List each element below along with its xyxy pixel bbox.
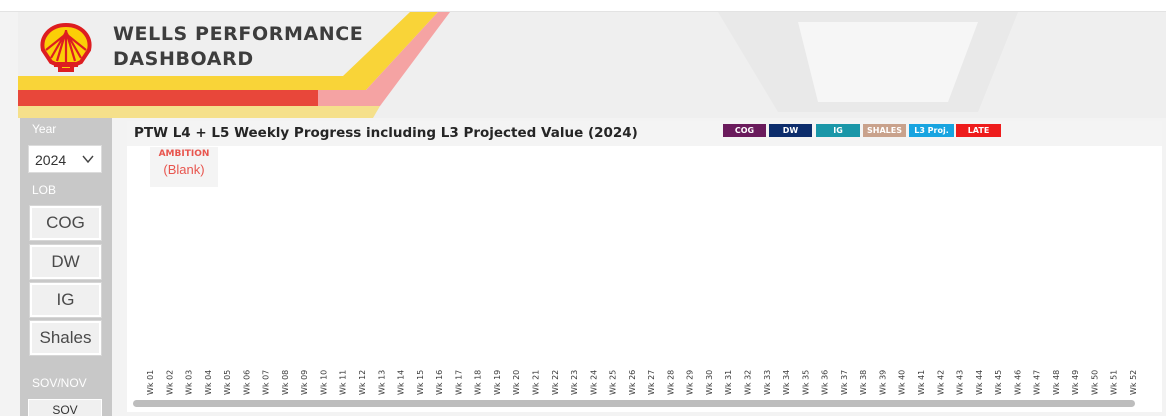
x-tick-label: Wk 28: [666, 370, 675, 395]
x-tick-label: Wk 07: [262, 370, 271, 395]
x-tick-label: Wk 44: [975, 370, 984, 395]
x-tick-label: Wk 14: [397, 370, 406, 395]
x-tick-label: Wk 19: [493, 370, 502, 395]
x-tick-label: Wk 06: [242, 370, 251, 395]
legend-l3-proj: L3 Proj.: [909, 124, 954, 137]
x-tick-label: Wk 37: [840, 370, 849, 395]
year-dropdown-value: 2024: [35, 152, 67, 168]
x-tick-label: Wk 22: [551, 370, 560, 395]
x-tick-label: Wk 35: [801, 370, 810, 395]
x-axis-tick-labels: Wk 01 Wk 02 Wk 03 Wk 04 Wk 05 Wk 06 Wk 07 Wk 08…: [146, 370, 1138, 395]
x-tick-label: Wk 24: [589, 370, 598, 395]
x-tick-label: Wk 16: [435, 370, 444, 395]
x-tick-label: Wk 02: [165, 370, 174, 395]
x-tick-label: Wk 17: [454, 370, 463, 395]
x-tick-label: Wk 50: [1091, 370, 1100, 395]
shell-logo: [38, 22, 94, 72]
title-line-2: DASHBOARD: [113, 48, 254, 70]
lob-button-dw[interactable]: DW: [29, 244, 102, 280]
x-tick-label: Wk 43: [956, 370, 965, 395]
x-tick-label: Wk 04: [204, 370, 213, 395]
weekly-progress-chart: PTW L4 + L5 Weekly Progress including L3…: [127, 121, 1162, 412]
x-tick-label: Wk 45: [994, 370, 1003, 395]
x-tick-label: Wk 29: [686, 370, 695, 395]
x-tick-label: Wk 31: [724, 370, 733, 395]
x-tick-label: Wk 38: [859, 370, 868, 395]
year-dropdown[interactable]: 2024: [28, 145, 102, 173]
x-tick-label: Wk 49: [1071, 370, 1080, 395]
x-tick-label: Wk 25: [609, 370, 618, 395]
x-tick-label: Wk 52: [1129, 370, 1138, 395]
lob-button-ig[interactable]: IG: [29, 282, 102, 318]
x-tick-label: Wk 05: [223, 370, 232, 395]
x-tick-label: Wk 34: [782, 370, 791, 395]
x-tick-label: Wk 33: [763, 370, 772, 395]
x-tick-label: Wk 23: [570, 370, 579, 395]
x-tick-label: Wk 39: [878, 370, 887, 395]
dashboard-header: WELLS PERFORMANCE DASHBOARD: [18, 12, 1166, 118]
x-tick-label: Wk 13: [377, 370, 386, 395]
x-tick-label: Wk 15: [416, 370, 425, 395]
legend-ig: IG: [816, 124, 860, 137]
x-tick-label: Wk 11: [339, 370, 348, 395]
chart-title: PTW L4 + L5 Weekly Progress including L3…: [134, 125, 638, 141]
header-background: [18, 12, 1018, 118]
lob-label: LOB: [32, 183, 57, 197]
x-tick-label: Wk 36: [821, 370, 830, 395]
x-tick-label: Wk 41: [917, 370, 926, 395]
ambition-label: AMBITION: [158, 149, 210, 159]
x-tick-label: Wk 47: [1033, 370, 1042, 395]
x-tick-label: Wk 20: [512, 370, 521, 395]
sov-nov-label: SOV/NOV: [32, 376, 87, 390]
dashboard-title: WELLS PERFORMANCE DASHBOARD: [113, 22, 363, 72]
x-tick-label: Wk 42: [936, 370, 945, 395]
x-tick-label: Wk 40: [898, 370, 907, 395]
legend-shales: SHALES: [863, 124, 906, 137]
legend-late: LATE: [956, 124, 1001, 137]
x-tick-label: Wk 18: [474, 370, 483, 395]
chart-header: PTW L4 + L5 Weekly Progress including L3…: [127, 121, 1162, 146]
legend-cog: COG: [723, 124, 766, 137]
x-tick-label: Wk 01: [146, 370, 155, 395]
title-line-1: WELLS PERFORMANCE: [113, 23, 364, 45]
x-tick-label: Wk 12: [358, 370, 367, 395]
x-tick-label: Wk 09: [300, 370, 309, 395]
chart-plot-area: Wk 01 Wk 02 Wk 03 Wk 04 Wk 05 Wk 06 Wk 07 Wk 08…: [146, 370, 1138, 395]
x-tick-label: Wk 03: [185, 370, 194, 395]
x-tick-label: Wk 32: [744, 370, 753, 395]
x-tick-label: Wk 27: [647, 370, 656, 395]
top-toolbar-strip: [0, 0, 1166, 12]
x-tick-label: Wk 51: [1110, 370, 1119, 395]
ambition-card: AMBITION (Blank): [150, 147, 218, 187]
sov-button[interactable]: SOV: [28, 399, 102, 416]
chevron-down-icon: [82, 155, 94, 164]
lob-button-shales[interactable]: Shales: [29, 320, 102, 356]
lob-button-cog[interactable]: COG: [29, 205, 102, 241]
x-tick-label: Wk 08: [281, 370, 290, 395]
x-tick-label: Wk 26: [628, 370, 637, 395]
ambition-value: (Blank): [163, 162, 205, 177]
x-tick-label: Wk 21: [532, 370, 541, 395]
x-tick-label: Wk 48: [1052, 370, 1061, 395]
x-tick-label: Wk 30: [705, 370, 714, 395]
chart-horizontal-scrollbar[interactable]: [133, 400, 1135, 407]
year-label: Year: [32, 122, 57, 136]
legend-dw: DW: [769, 124, 812, 137]
x-tick-label: Wk 46: [1013, 370, 1022, 395]
x-tick-label: Wk 10: [320, 370, 329, 395]
